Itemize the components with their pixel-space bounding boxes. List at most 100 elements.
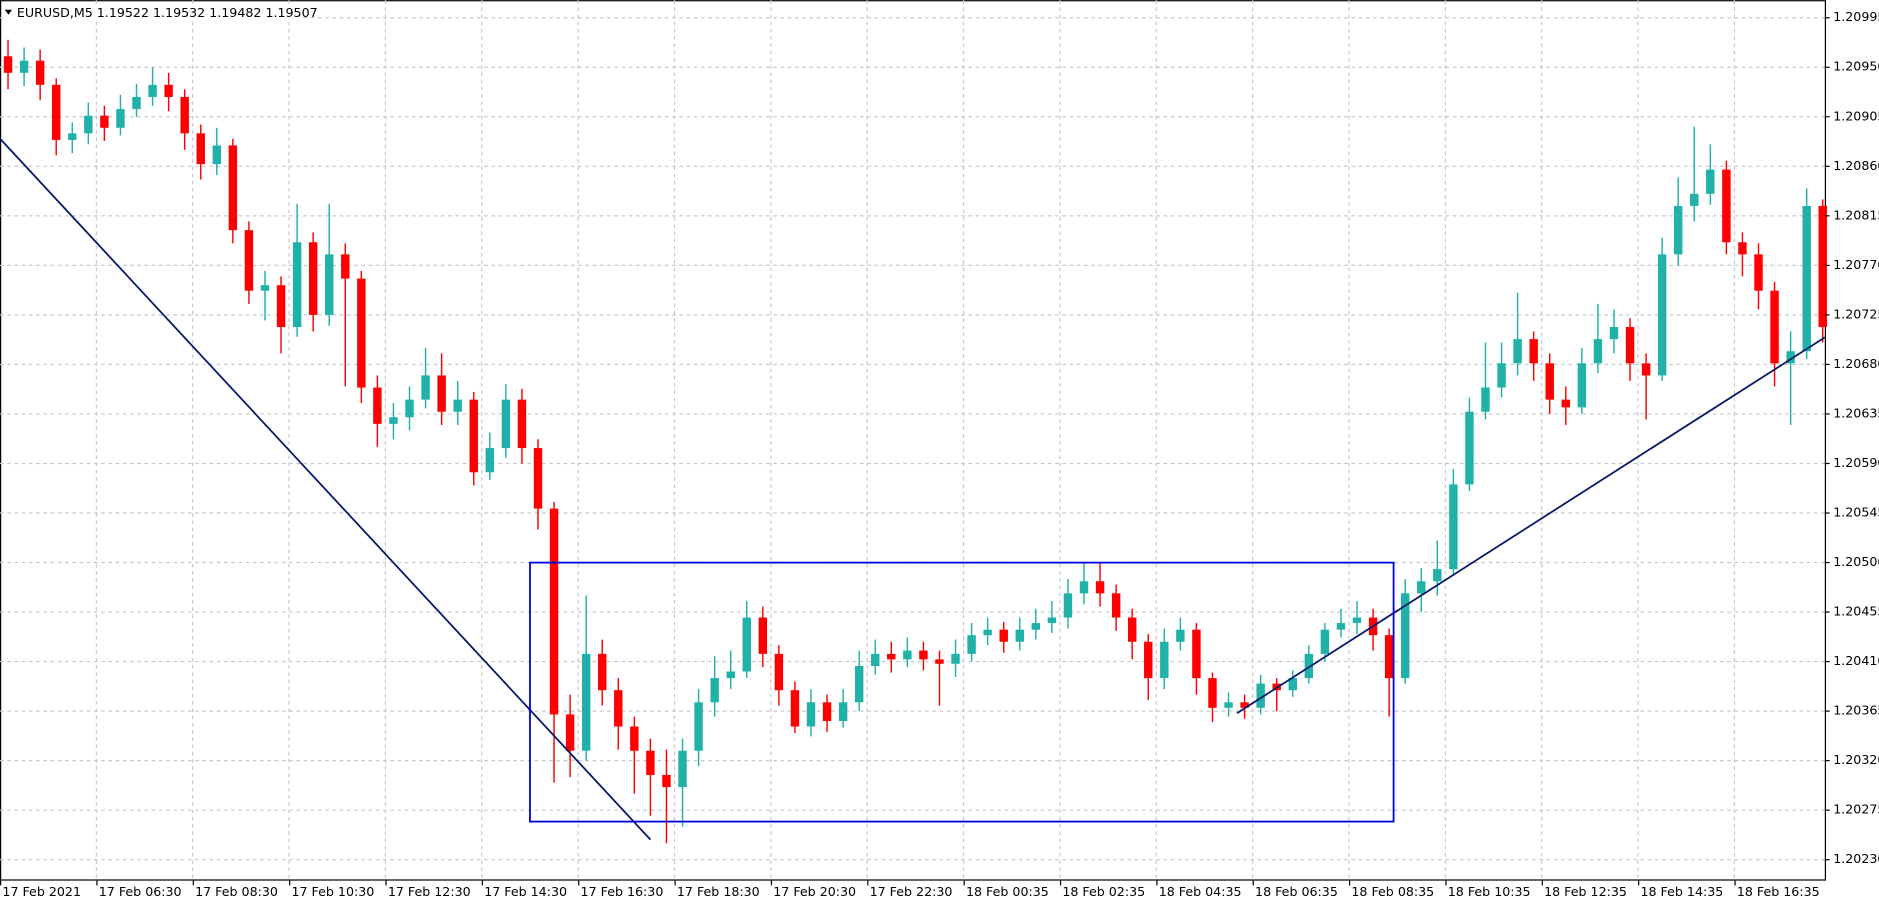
- x-tick-label: 17 Feb 06:30: [99, 884, 182, 899]
- candle-body: [1481, 387, 1490, 412]
- y-tick-label: 1.20230: [1833, 851, 1879, 866]
- x-tick-label: 17 Feb 12:30: [388, 884, 471, 899]
- candle-body: [806, 702, 816, 727]
- candle-body: [903, 650, 912, 660]
- candle-body: [116, 109, 125, 128]
- candle-body: [1240, 702, 1249, 708]
- x-tick-label: 17 Feb 20:30: [773, 884, 856, 899]
- x-tick-label: 18 Feb 02:35: [1062, 884, 1145, 899]
- candle-body: [3, 56, 13, 73]
- candle-body: [421, 375, 430, 400]
- candle-body: [1609, 327, 1619, 340]
- candle-body: [292, 242, 302, 328]
- candle-body: [533, 448, 543, 509]
- candle-body: [678, 750, 687, 788]
- candle-body: [1641, 363, 1651, 376]
- candle-body: [276, 285, 286, 328]
- candle-body: [1545, 363, 1554, 400]
- candle-body: [614, 690, 623, 727]
- candle-body: [1706, 169, 1715, 194]
- x-tick-label: 18 Feb 00:35: [966, 884, 1049, 899]
- candle-body: [1208, 678, 1217, 708]
- candle-body: [1802, 205, 1811, 352]
- candle-body: [308, 242, 318, 315]
- candle-body: [1465, 411, 1474, 485]
- candle-body: [212, 145, 222, 165]
- y-tick-label: 1.20320: [1833, 752, 1879, 767]
- candle-body: [662, 774, 671, 788]
- candle-body: [694, 702, 703, 751]
- candle-body: [983, 629, 992, 636]
- candle-body: [469, 399, 478, 473]
- candle-body: [1625, 327, 1635, 364]
- y-tick-label: 1.20680: [1833, 356, 1879, 371]
- y-tick-label: 1.20590: [1833, 455, 1879, 470]
- candle-body: [1417, 581, 1426, 594]
- range-box: [529, 561, 1395, 823]
- candle-body: [1160, 641, 1169, 679]
- candle-body: [581, 653, 591, 751]
- chart-title: EURUSD,M5 1.19522 1.19532 1.19482 1.1950…: [17, 5, 318, 20]
- candle-body: [1818, 205, 1827, 328]
- candle-body: [1657, 254, 1667, 376]
- candle-body: [437, 375, 446, 412]
- candle-body: [919, 650, 928, 660]
- x-tick-label: 17 Feb 2021: [2, 884, 81, 899]
- candle-body: [180, 96, 189, 134]
- candle-body: [887, 653, 896, 660]
- menu-icon[interactable]: [4, 9, 13, 15]
- x-tick-label: 17 Feb 18:30: [677, 884, 760, 899]
- candle-body: [19, 60, 29, 73]
- x-tick-label: 18 Feb 10:35: [1448, 884, 1531, 899]
- x-tick-label: 17 Feb 08:30: [195, 884, 278, 899]
- x-tick-label: 18 Feb 16:35: [1737, 884, 1820, 899]
- candle-body: [1079, 581, 1089, 594]
- candle-body: [1111, 593, 1121, 618]
- candle-body: [871, 653, 880, 666]
- candle-body: [1722, 169, 1731, 243]
- y-tick-label: 1.20455: [1833, 604, 1879, 619]
- candle-body: [1288, 678, 1297, 691]
- candle-body: [565, 714, 575, 751]
- candle-body: [1738, 242, 1747, 255]
- candle-body: [1384, 635, 1394, 679]
- candle-body: [742, 617, 751, 672]
- y-tick-label: 1.20545: [1833, 505, 1879, 520]
- x-tick-label: 17 Feb 14:30: [484, 884, 567, 899]
- candle-body: [598, 653, 607, 691]
- y-tick-label: 1.20725: [1833, 306, 1879, 321]
- candle-body: [1433, 569, 1442, 582]
- candle-body: [1497, 363, 1506, 388]
- candle-body: [196, 133, 205, 165]
- candle-body: [1256, 683, 1265, 708]
- candle-body: [84, 115, 93, 134]
- candle-body: [244, 230, 254, 291]
- candle-body: [549, 508, 559, 715]
- candle-body: [325, 254, 334, 315]
- candle-body: [68, 133, 77, 140]
- candle-body: [1770, 290, 1779, 364]
- candle-body: [1015, 629, 1024, 642]
- y-tick-label: 1.20770: [1833, 257, 1879, 272]
- candle-body: [1063, 593, 1073, 618]
- x-tick-label: 18 Feb 14:35: [1640, 884, 1723, 899]
- candle-body: [1336, 623, 1346, 630]
- x-tick-label: 17 Feb 16:30: [581, 884, 664, 899]
- candle-body: [790, 690, 800, 727]
- candle-body: [405, 399, 414, 418]
- candle-body: [1577, 363, 1587, 408]
- candle-body: [389, 417, 398, 424]
- x-tick-label: 17 Feb 10:30: [291, 884, 374, 899]
- candle-body: [758, 617, 768, 654]
- y-tick-label: 1.20275: [1833, 802, 1879, 817]
- trend-line: [0, 138, 652, 841]
- x-tick-label: 18 Feb 12:35: [1544, 884, 1627, 899]
- candle-body: [1400, 593, 1410, 679]
- y-tick-label: 1.20905: [1833, 108, 1879, 123]
- candle-body: [1690, 193, 1699, 206]
- candle-body: [1561, 399, 1571, 408]
- y-tick-label: 1.20815: [1833, 207, 1879, 222]
- candle-body: [630, 726, 639, 751]
- x-tick-label: 17 Feb 22:30: [870, 884, 953, 899]
